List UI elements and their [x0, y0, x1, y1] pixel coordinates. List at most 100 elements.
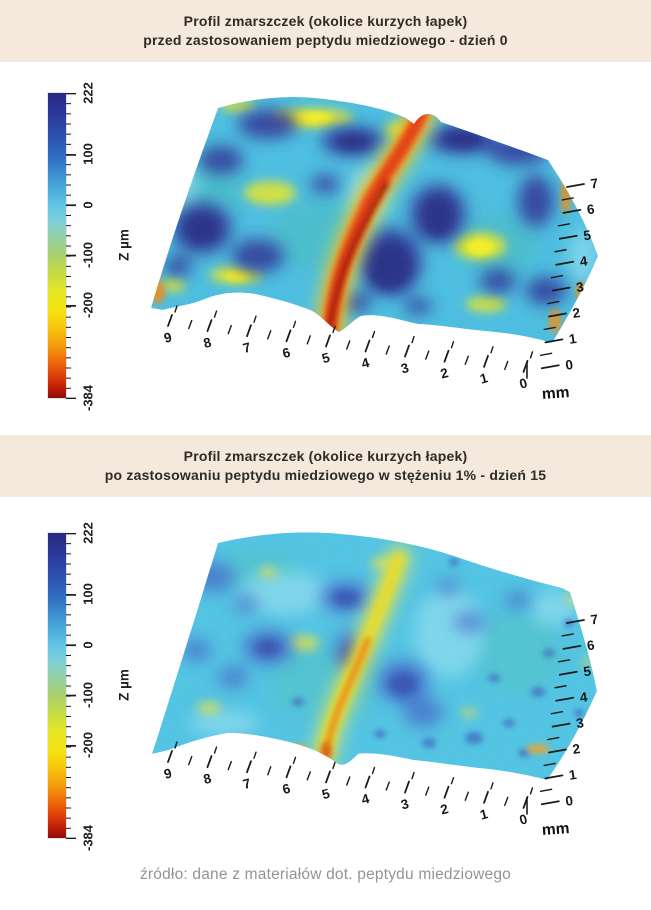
- x-axis-tick-label: 8: [202, 334, 214, 351]
- x-axis-tick-label: 4: [360, 355, 372, 372]
- title-day0-line2: przed zastosowaniem peptydu miedziowego …: [143, 32, 508, 48]
- x-axis-tick-label: 7: [241, 776, 252, 792]
- x-axis-tick-label: 9: [162, 329, 173, 345]
- colorbar-tick-label: 222: [80, 522, 96, 544]
- x-axis-minor-tick: [464, 791, 469, 801]
- y-axis-major-tick: [544, 338, 564, 344]
- x-axis-major-tick: [206, 319, 213, 333]
- x-axis-major-tick: [325, 334, 331, 348]
- y-axis-minor-tick: [547, 736, 560, 741]
- colorbar-ticks: [66, 93, 76, 399]
- y-axis-tick-label: 5: [582, 663, 592, 679]
- y-axis-minor-tick: [554, 685, 567, 689]
- x-axis-minor-tick: [371, 766, 376, 775]
- x-axis-major-tick: [364, 775, 371, 789]
- y-axis-tick-label: 2: [572, 741, 582, 757]
- y-axis-major-tick: [555, 696, 575, 702]
- header-band-day0: Profil zmarszczek (okolice kurzych łapek…: [0, 0, 651, 62]
- y-axis-major-tick: [558, 234, 578, 240]
- y-axis-minor-tick: [557, 223, 571, 227]
- x-axis-major-tick: [285, 765, 292, 779]
- y-axis-major-tick: [540, 800, 560, 806]
- x-axis-tick-label: 0: [518, 811, 529, 827]
- header-band-day15: Profil zmarszczek (okolice kurzych łapek…: [0, 435, 651, 497]
- x-axis-tick-label: 2: [439, 365, 450, 381]
- x-axis-major-tick: [285, 329, 292, 343]
- y-axis-minor-tick: [557, 659, 571, 663]
- axis-unit-label: mm: [541, 820, 570, 839]
- x-axis-major-tick: [443, 785, 450, 799]
- surface-texture-day15: [152, 532, 597, 780]
- y-axis-minor-tick: [554, 249, 567, 253]
- x-axis-major-tick: [206, 755, 213, 769]
- colorbar-tick-label: 0: [80, 641, 96, 649]
- colorbar-tick-label: 100: [80, 143, 96, 166]
- y-axis-minor-tick: [543, 762, 556, 767]
- surface-texture-day0: [151, 96, 598, 343]
- axes-day15: 9 8 7 6 5 4 3 2 1 0 mm 7 6 5 4 3 2 1 0: [162, 612, 599, 839]
- x-axis-major-tick: [246, 760, 252, 774]
- x-axis-minor-tick: [346, 776, 351, 786]
- x-axis-tick-label: 9: [162, 765, 173, 781]
- x-axis-minor-tick: [174, 741, 178, 749]
- x-axis-minor-tick: [371, 330, 376, 339]
- y-axis-tick-label: 1: [568, 767, 578, 783]
- colorbar-tick-label: 222: [80, 82, 96, 104]
- y-axis-major-tick: [551, 286, 571, 292]
- y-axis-major-tick: [562, 208, 582, 214]
- x-axis-minor-tick: [213, 310, 218, 318]
- x-axis-tick-label: 2: [439, 801, 450, 817]
- x-axis-minor-tick: [174, 305, 178, 313]
- surface-3d-day15: 9 8 7 6 5 4 3 2 1 0 mm 7 6 5 4 3 2 1 0: [152, 532, 599, 839]
- x-axis-tick-label: 5: [320, 350, 332, 367]
- colorbar-gradient: [48, 93, 66, 398]
- x-axis-major-tick: [325, 770, 331, 784]
- x-axis-minor-tick: [411, 335, 415, 344]
- y-axis-major-tick: [566, 619, 585, 624]
- x-axis-tick-label: 5: [320, 786, 332, 803]
- axis-unit-label: mm: [541, 384, 570, 403]
- colorbar-tick-label: -100: [80, 682, 96, 709]
- y-axis-major-tick: [566, 183, 585, 188]
- axes-day0: 9 8 7 6 5 4 3 2 1 0 mm 7 6 5 4 3 2 1 0: [162, 176, 599, 403]
- x-axis-major-tick: [246, 324, 252, 338]
- colorbar-tick-label: 100: [80, 583, 96, 606]
- y-axis-minor-tick: [539, 352, 553, 357]
- x-axis-tick-label: 3: [399, 796, 411, 813]
- x-axis-tick-label: 8: [202, 770, 214, 787]
- y-axis-minor-tick: [550, 274, 564, 279]
- x-axis-minor-tick: [213, 746, 218, 754]
- colorbar-tick-label: -200: [80, 732, 96, 759]
- x-axis-tick-label: 1: [478, 806, 490, 823]
- title-day0-line1: Profil zmarszczek (okolice kurzych łapek…: [183, 13, 468, 29]
- x-axis-minor-tick: [490, 346, 494, 354]
- x-axis-tick-label: 3: [399, 360, 411, 377]
- x-axis-major-tick: [483, 354, 489, 368]
- y-axis-tick-label: 1: [568, 331, 578, 347]
- y-axis-tick-label: 7: [590, 612, 600, 628]
- y-axis-tick-label: 0: [564, 793, 574, 809]
- x-axis-major-tick: [483, 790, 489, 804]
- x-axis-minor-tick: [346, 340, 351, 350]
- x-axis-minor-tick: [306, 771, 311, 781]
- surface-3d-day0: 9 8 7 6 5 4 3 2 1 0 mm 7 6 5 4 3 2 1 0: [151, 96, 599, 403]
- y-axis-major-tick: [540, 364, 560, 370]
- x-axis-minor-tick: [385, 345, 390, 355]
- x-axis-minor-tick: [504, 796, 509, 807]
- y-axis-minor-tick: [547, 300, 560, 305]
- y-axis-tick-label: 0: [564, 357, 574, 373]
- colorbar-tick-label: -384: [80, 824, 96, 852]
- y-axis-tick-label: 2: [572, 305, 582, 321]
- y-axis-major-tick: [544, 774, 564, 780]
- x-axis-minor-tick: [425, 350, 430, 360]
- colorbar-tick-label: -100: [80, 242, 96, 269]
- x-axis-minor-tick: [529, 351, 534, 359]
- colorbar-tick-label: -384: [80, 384, 96, 412]
- x-axis-minor-tick: [529, 787, 534, 795]
- y-axis-tick-label: 6: [586, 637, 596, 653]
- source-note: źródło: dane z materiałów dot. peptydu m…: [139, 866, 511, 883]
- x-axis-minor-tick: [411, 771, 415, 780]
- x-axis-minor-tick: [450, 777, 455, 785]
- y-axis-major-tick: [551, 722, 571, 728]
- colorbar-day0: 222 100 0 -100 -200 -384 Z µm: [40, 82, 170, 411]
